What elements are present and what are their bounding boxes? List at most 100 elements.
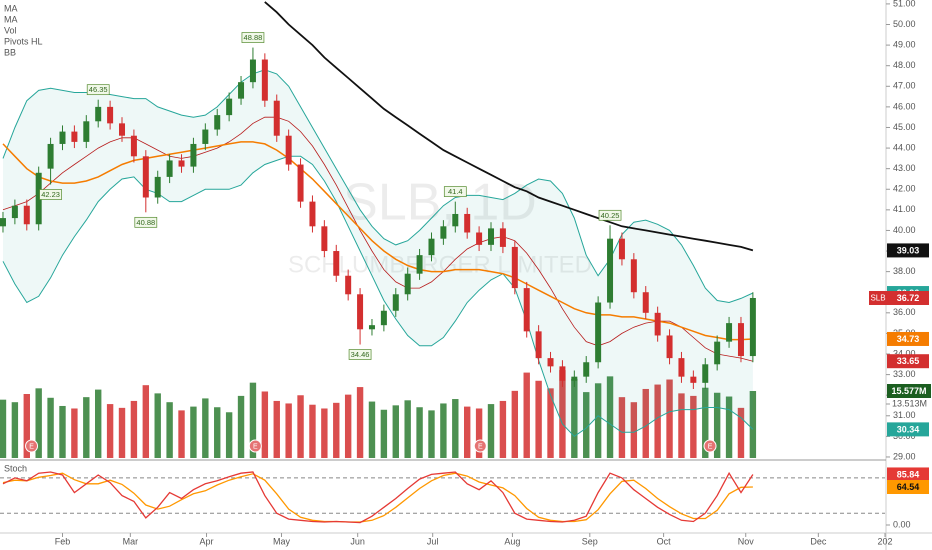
y-tick-label: 31.00 [893,410,916,420]
volume-bar [737,407,745,458]
volume-bar [333,402,340,458]
volume-bar [666,379,673,458]
volume-bar [642,388,649,458]
volume-bar [559,370,566,458]
candle-body [154,176,161,198]
candle-body [321,226,328,252]
stoch-tick-label: 0.00 [893,519,911,529]
earnings-marker [248,439,262,453]
candle-body [261,59,268,101]
bb-lower-badge: 30.34 [897,424,920,434]
candle-body [642,292,649,313]
pivot-label: 40.25 [601,211,620,220]
candle-body [333,251,340,276]
y-tick-label: 47.00 [893,81,916,91]
volume-bar [261,391,269,458]
volume-bar [606,376,614,458]
y-tick-label: 29.00 [893,451,916,461]
volume-bar [702,387,709,458]
candle-body [368,325,375,330]
volume-badge-box [887,383,931,398]
ma-long-badge-box [887,243,929,258]
candle-body [654,312,661,336]
candle-body [214,115,221,130]
volume-bar [83,397,90,458]
volume-bar [225,412,233,458]
volume-bar [321,408,328,458]
candle-body [23,205,30,225]
bb-lower-badge-box [887,422,929,437]
x-tick-label: Oct [657,536,672,546]
pivot-box [348,349,372,360]
candle-body [83,121,90,142]
volume-bar [594,383,602,458]
pivot-label: 34.46 [351,350,370,359]
candle-body [702,364,709,383]
x-tick-label: Feb [55,536,71,546]
candle-body [249,59,256,83]
earnings-label: E [29,443,34,450]
x-tick-label: May [273,536,291,546]
pivot-box [443,186,467,197]
volume-bar [452,399,459,458]
candle-body [59,131,66,144]
candle-body [345,275,352,295]
volume-bar [523,372,530,458]
candle-body [666,335,673,359]
stoch-label: Stoch [4,463,27,473]
volume-bar [630,402,638,458]
candle-body [523,288,530,332]
y-tick-label: 42.00 [893,184,916,194]
y-tick-label: 41.00 [893,204,916,214]
y-tick-label: 34.00 [893,348,916,358]
candle-body [559,366,566,381]
volume-bar [35,388,42,458]
earnings-marker [25,439,39,453]
symbol-label: SLB [870,294,885,303]
candle-body [309,201,316,227]
y-tick-label: 40.00 [893,225,916,235]
volume-bar [249,382,257,458]
candle-body [190,143,197,167]
candle-body [571,376,578,381]
volume-bar [11,402,19,458]
volume-bar [499,400,507,458]
volume-bar [690,395,697,458]
x-tick-label: Jun [350,536,365,546]
candle-body [297,164,304,202]
volume-bar [344,394,352,458]
pivot-box [241,32,265,43]
volume-bar [154,393,161,458]
candle-body [678,358,685,377]
stoch-d-badge: 64.54 [897,482,920,492]
bb-basis-badge-box [887,354,929,369]
y-tick-label: 43.00 [893,163,916,173]
volume-bar [749,390,757,458]
pivot-box [39,189,62,200]
volume-bar [273,400,280,458]
x-tick-label: Sep [582,536,598,546]
ma-mid-badge: 34.73 [897,334,920,344]
pivot-box [86,84,110,96]
volume-bar [130,400,138,458]
candle-body [119,123,126,136]
volume-bar [725,396,733,458]
volume-bar [416,407,423,458]
y-tick-label: 46.00 [893,101,916,111]
pivot-label: 42.23 [41,190,60,199]
ma-long-badge: 39.03 [897,245,920,255]
candle-body [238,82,245,99]
x-tick-label: Mar [123,536,139,546]
volume-bar [47,397,54,458]
earnings-label: E [708,443,713,450]
candle-body [416,255,423,274]
stoch-k-badge: 85.84 [897,469,920,479]
pivot-label: 40.88 [136,218,155,227]
y-tick-label: 36.00 [893,307,916,317]
x-tick-label: Nov [738,536,755,546]
candle-body [630,259,637,293]
candle-body [404,273,411,295]
watermark-title: SLB, 1D [343,174,537,232]
candle-body [726,323,733,342]
pivot-label: 46.35 [89,85,108,94]
